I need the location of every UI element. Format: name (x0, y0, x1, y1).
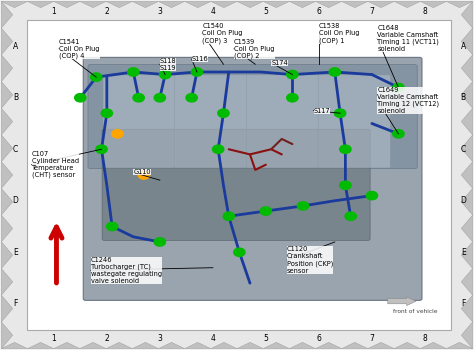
Text: 3: 3 (157, 7, 162, 16)
Polygon shape (263, 1, 289, 8)
Circle shape (91, 73, 102, 81)
Polygon shape (1, 215, 13, 242)
Text: C1539
Coil On Plug
(COP) 2: C1539 Coil On Plug (COP) 2 (234, 38, 274, 59)
Polygon shape (237, 1, 263, 8)
Circle shape (75, 93, 86, 102)
Circle shape (107, 222, 118, 231)
Polygon shape (158, 342, 185, 349)
Polygon shape (461, 55, 473, 82)
Circle shape (287, 93, 298, 102)
Text: 6: 6 (317, 7, 321, 16)
Text: 2: 2 (104, 7, 109, 16)
Text: C: C (461, 145, 466, 154)
Polygon shape (461, 295, 473, 322)
Circle shape (297, 202, 309, 210)
FancyBboxPatch shape (246, 75, 319, 168)
Text: 3: 3 (157, 334, 162, 343)
Polygon shape (447, 1, 473, 8)
FancyBboxPatch shape (175, 75, 247, 168)
Polygon shape (1, 162, 13, 188)
Polygon shape (27, 1, 54, 8)
Polygon shape (1, 295, 13, 322)
Circle shape (218, 109, 229, 117)
FancyBboxPatch shape (102, 129, 370, 240)
Polygon shape (461, 242, 473, 268)
Polygon shape (316, 1, 342, 8)
Polygon shape (394, 342, 420, 349)
Polygon shape (368, 342, 394, 349)
Polygon shape (420, 342, 447, 349)
Circle shape (138, 171, 150, 179)
Polygon shape (461, 215, 473, 242)
Circle shape (223, 212, 235, 220)
Circle shape (154, 93, 165, 102)
Polygon shape (132, 1, 158, 8)
Polygon shape (54, 1, 80, 8)
Text: 4: 4 (210, 7, 215, 16)
Text: S116: S116 (191, 56, 208, 62)
Text: F: F (461, 299, 465, 308)
Text: B: B (13, 93, 18, 102)
Text: S117: S117 (314, 107, 330, 114)
Text: C1541
Coil On Plug
(COP) 4: C1541 Coil On Plug (COP) 4 (59, 38, 100, 59)
Text: G110: G110 (133, 169, 151, 175)
Polygon shape (1, 268, 13, 295)
Polygon shape (394, 1, 420, 8)
Polygon shape (461, 1, 473, 28)
Polygon shape (132, 342, 158, 349)
Text: 7: 7 (369, 7, 374, 16)
Polygon shape (1, 108, 13, 135)
Polygon shape (461, 28, 473, 55)
Polygon shape (368, 1, 394, 8)
Polygon shape (1, 342, 27, 349)
Circle shape (329, 68, 340, 76)
FancyArrow shape (388, 297, 416, 306)
FancyBboxPatch shape (103, 75, 175, 168)
Polygon shape (420, 1, 447, 8)
Polygon shape (1, 55, 13, 82)
Text: E: E (461, 248, 465, 257)
Text: C1538
Coil On Plug
(COP) 1: C1538 Coil On Plug (COP) 1 (319, 23, 359, 44)
Text: C1246
Turbocharger (TC)
wastegate regulating
valve solenoid: C1246 Turbocharger (TC) wastegate regula… (91, 257, 162, 284)
Polygon shape (1, 322, 13, 349)
Polygon shape (342, 342, 368, 349)
Polygon shape (1, 28, 13, 55)
Circle shape (133, 93, 144, 102)
Text: D: D (13, 196, 18, 205)
Text: 4: 4 (210, 334, 215, 343)
Text: C1540
Coil On Plug
(COP) 3: C1540 Coil On Plug (COP) 3 (202, 23, 243, 44)
Polygon shape (54, 342, 80, 349)
Circle shape (112, 130, 123, 138)
Polygon shape (461, 108, 473, 135)
Polygon shape (1, 1, 13, 28)
Circle shape (212, 145, 224, 153)
Circle shape (340, 145, 351, 153)
Text: S118
S119: S118 S119 (160, 58, 176, 71)
Text: C: C (13, 145, 18, 154)
Polygon shape (461, 268, 473, 295)
Circle shape (335, 109, 346, 117)
FancyBboxPatch shape (88, 64, 417, 169)
Circle shape (154, 238, 165, 246)
Text: A: A (461, 42, 466, 51)
Polygon shape (461, 188, 473, 215)
Circle shape (159, 70, 171, 79)
Circle shape (393, 130, 404, 138)
Polygon shape (80, 342, 106, 349)
Polygon shape (289, 342, 316, 349)
Text: C107
Cylinder Head
Temperature
(CHT) sensor: C107 Cylinder Head Temperature (CHT) sen… (32, 151, 79, 178)
Polygon shape (289, 1, 316, 8)
Text: 5: 5 (264, 7, 268, 16)
Circle shape (393, 83, 404, 92)
Polygon shape (106, 1, 132, 8)
Polygon shape (316, 342, 342, 349)
Text: 6: 6 (317, 334, 321, 343)
Bar (27, 21, 451, 329)
Circle shape (260, 207, 272, 215)
Text: 1: 1 (52, 334, 56, 343)
Polygon shape (1, 188, 13, 215)
FancyBboxPatch shape (83, 57, 422, 300)
Polygon shape (1, 242, 13, 268)
Polygon shape (461, 162, 473, 188)
Text: C1648
Variable Camshaft
Timing 11 (VCT11)
solenoid: C1648 Variable Camshaft Timing 11 (VCT11… (377, 25, 439, 52)
